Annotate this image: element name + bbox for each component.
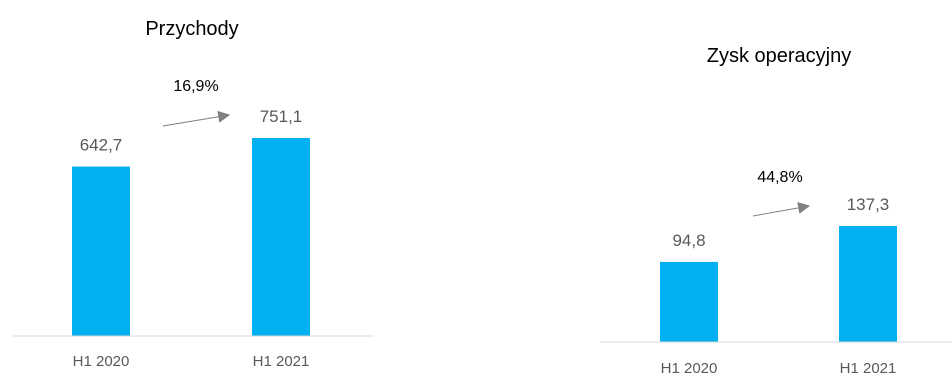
growth-label: 16,9% <box>173 78 218 95</box>
x-tick-label: H1 2021 <box>840 360 897 376</box>
chart-title: Zysk operacyjny <box>707 45 852 67</box>
data-label: 137,3 <box>847 195 890 214</box>
growth-arrow <box>162 110 231 127</box>
x-tick-label: H1 2021 <box>253 353 310 370</box>
bar <box>252 138 310 336</box>
bar <box>839 226 897 342</box>
growth-arrow <box>752 201 811 217</box>
bar <box>72 166 130 336</box>
data-label: 751,1 <box>260 107 303 126</box>
data-label: 94,8 <box>672 231 705 250</box>
x-tick-label: H1 2020 <box>661 360 718 376</box>
bar <box>660 261 718 342</box>
growth-label: 44,8% <box>757 169 802 186</box>
data-label: 642,7 <box>80 136 123 155</box>
chart-title: Przychody <box>145 18 238 40</box>
chart-zysk-operacyjny: Zysk operacyjny 44,8% 94,8 137,3 H1 2020 H… <box>600 45 952 376</box>
chart-przychody: Przychody 16,9% 642,7 751,1 H1 2020 H1 202… <box>13 18 374 370</box>
x-tick-label: H1 2020 <box>73 353 130 370</box>
